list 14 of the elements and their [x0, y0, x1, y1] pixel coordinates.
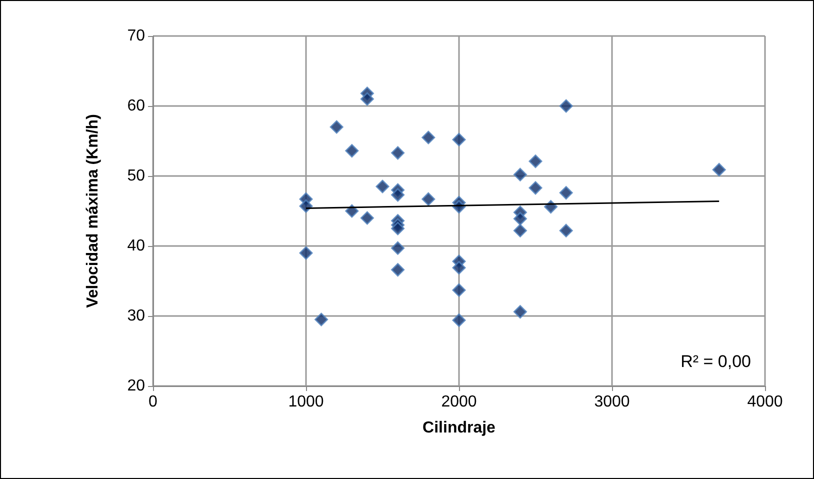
x-tick-label: 4000 [747, 394, 783, 410]
x-tick-label: 0 [148, 394, 158, 410]
x-tick-label: 1000 [288, 394, 324, 410]
y-tick-label: 30 [127, 308, 146, 324]
y-tick-label: 20 [127, 378, 146, 394]
y-tick-label: 60 [127, 98, 146, 114]
x-axis-title: Cilindraje [422, 420, 496, 436]
y-tick-label: 70 [127, 28, 146, 44]
y-tick-label: 40 [127, 238, 146, 254]
x-tick-label: 2000 [441, 394, 477, 410]
x-tick-label: 3000 [594, 394, 630, 410]
y-tick-label: 50 [127, 168, 146, 184]
annotation: R² = 0,00 [680, 352, 752, 371]
y-axis-title: Velocidad máxima (Km/h) [84, 114, 102, 308]
